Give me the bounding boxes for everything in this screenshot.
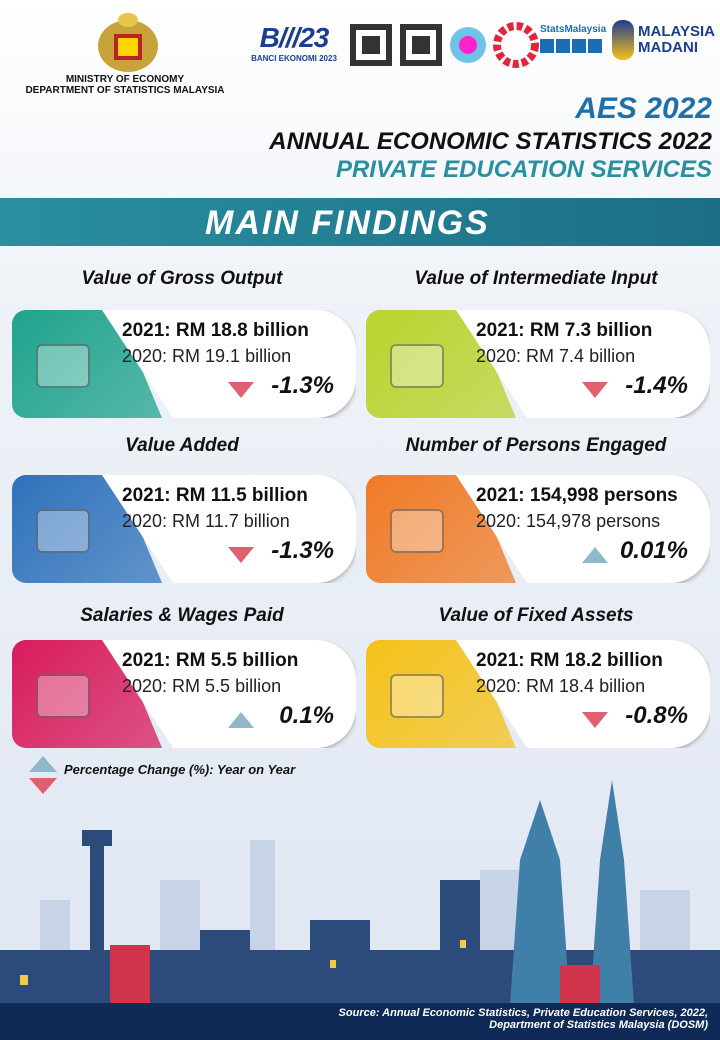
previous-value: 2020: RM 5.5 billion xyxy=(122,676,282,696)
banner: MAIN FINDINGS xyxy=(0,198,720,246)
card: 2021: RM 18.8 billion 2020: RM 19.1 billi… xyxy=(12,310,356,418)
aes-logo: AES 2022 xyxy=(575,92,712,125)
card: 2021: RM 7.3 billion 2020: RM 7.4 billion… xyxy=(366,310,710,418)
card: 2021: RM 18.2 billion 2020: RM 18.4 billi… xyxy=(366,640,710,748)
source-line: Department of Statistics Malaysia (DOSM) xyxy=(489,1019,708,1031)
madani-logo: MALAYSIA MADANI xyxy=(612,20,715,60)
card-title: Value of Intermediate Input xyxy=(414,268,658,289)
skyline xyxy=(0,780,720,1005)
trend-triangle xyxy=(228,382,254,398)
source-bar: Source: Annual Economic Statistics, Priv… xyxy=(0,1003,720,1040)
icon-glyph xyxy=(36,509,90,553)
trend-icon xyxy=(582,382,608,398)
trend-icon xyxy=(228,547,254,563)
current-value: 2021: RM 5.5 billion xyxy=(122,650,299,671)
stats-logo: StatsMalaysia xyxy=(540,24,608,53)
card-title: Value of Fixed Assets xyxy=(438,605,634,626)
percent-change: 0.01% xyxy=(619,537,688,564)
legend-icons xyxy=(29,756,57,794)
title: ANNUAL ECONOMIC STATISTICS 2022 xyxy=(269,128,712,155)
percent-change: -1.3% xyxy=(271,372,334,399)
current-value: 2021: 154,998 persons xyxy=(476,485,678,506)
logo-row xyxy=(350,22,539,68)
trend-triangle xyxy=(582,382,608,398)
madani-text: MALAYSIA MADANI xyxy=(638,23,715,56)
card: 2021: RM 5.5 billion 2020: RM 5.5 billion… xyxy=(12,640,356,748)
trend-icon xyxy=(228,382,254,398)
card-title: Salaries & Wages Paid xyxy=(80,605,284,626)
banner-text: MAIN FINDINGS xyxy=(205,204,490,242)
card: 2021: 154,998 persons 2020: 154,978 perso… xyxy=(366,475,710,583)
trend-triangle xyxy=(228,712,254,728)
card-title: Number of Persons Engaged xyxy=(405,435,667,456)
census-logo-text: BANCI EKONOMI 2023 xyxy=(251,54,337,63)
percent-change: 0.1% xyxy=(279,702,334,729)
percent-change: -1.3% xyxy=(271,537,334,564)
percent-change: -0.8% xyxy=(625,702,688,729)
trend-triangle xyxy=(228,547,254,563)
icon-glyph xyxy=(390,509,444,553)
current-value: 2021: RM 18.8 billion xyxy=(122,320,309,341)
ministry: MINISTRY OF ECONOMY xyxy=(65,74,185,85)
coat-of-arms xyxy=(98,13,158,72)
icon-glyph xyxy=(390,344,444,388)
trend-triangle xyxy=(582,712,608,728)
icon-glyph xyxy=(36,344,90,388)
previous-value: 2020: RM 18.4 billion xyxy=(476,676,646,696)
current-value: 2021: RM 7.3 billion xyxy=(476,320,653,341)
subtitle: PRIVATE EDUCATION SERVICES xyxy=(335,156,712,183)
card-title: Value Added xyxy=(125,435,239,456)
department: DEPARTMENT OF STATISTICS MALAYSIA xyxy=(25,85,225,96)
card-title: Value of Gross Output xyxy=(81,268,283,289)
previous-value: 2020: 154,978 persons xyxy=(476,511,661,531)
legend-text: Percentage Change (%): Year on Year xyxy=(64,762,296,777)
icon-glyph xyxy=(36,674,90,718)
trend-icon xyxy=(228,712,254,728)
trend-triangle xyxy=(582,547,608,563)
trend-icon xyxy=(582,712,608,728)
trend-icon xyxy=(582,547,608,563)
census-logo: B///23 BANCI EKONOMI 2023 xyxy=(242,22,346,64)
card: 2021: RM 11.5 billion 2020: RM 11.7 billi… xyxy=(12,475,356,583)
icon-glyph xyxy=(390,674,444,718)
stats-logo-text: StatsMalaysia xyxy=(540,24,607,35)
current-value: 2021: RM 11.5 billion xyxy=(122,485,308,506)
current-value: 2021: RM 18.2 billion xyxy=(476,650,663,671)
previous-value: 2020: RM 7.4 billion xyxy=(476,346,636,366)
previous-value: 2020: RM 11.7 billion xyxy=(122,511,290,531)
percent-change: -1.4% xyxy=(625,372,688,399)
source-line: Source: Annual Economic Statistics, Priv… xyxy=(338,1007,708,1019)
previous-value: 2020: RM 19.1 billion xyxy=(122,346,292,366)
